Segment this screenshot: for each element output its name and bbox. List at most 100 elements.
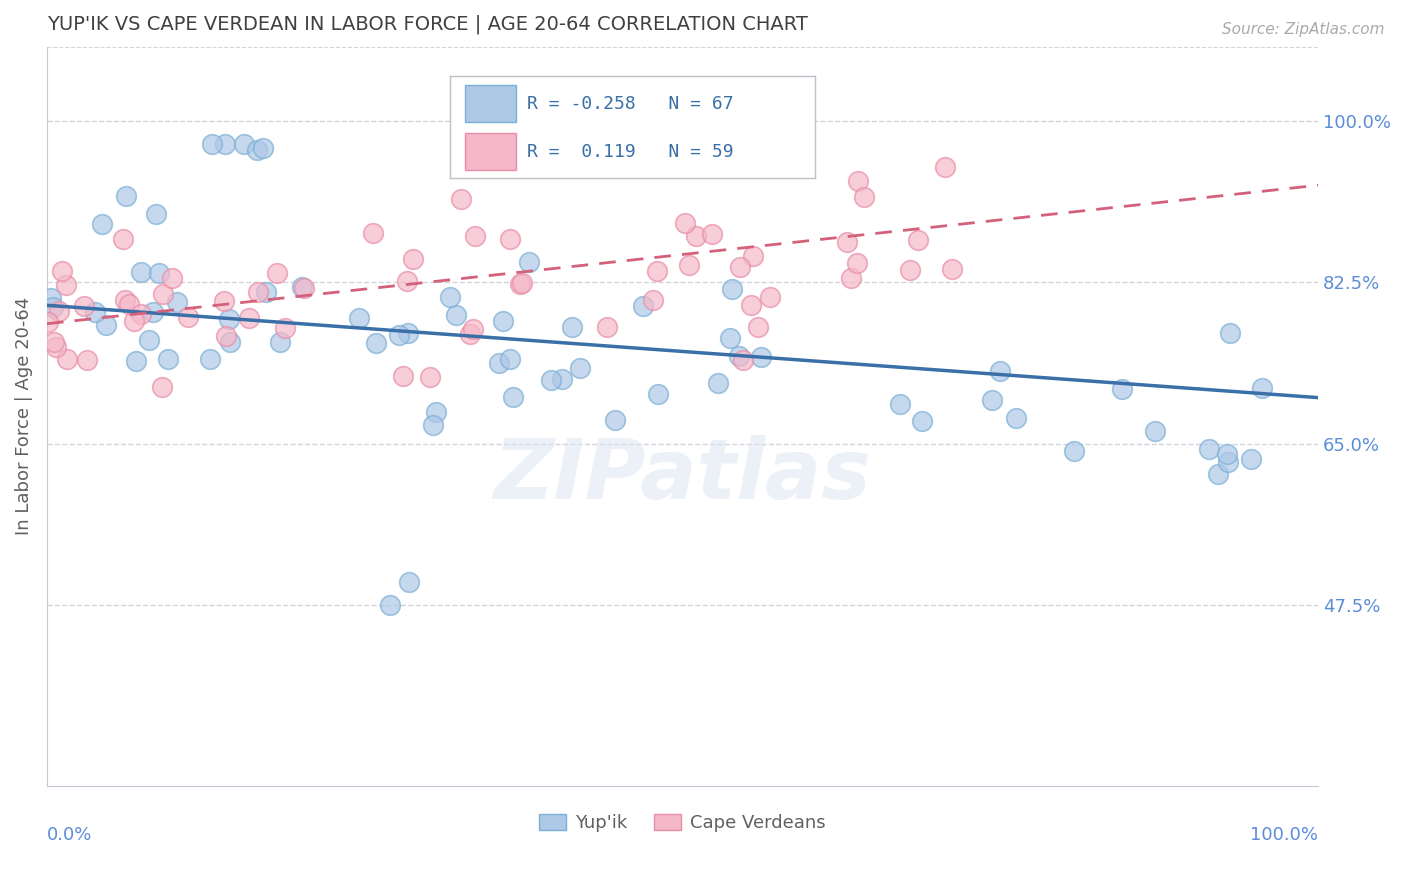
Text: 100.0%: 100.0% [1250, 826, 1319, 844]
Point [707, 376, 730, 390]
Point [145, 207, 167, 221]
Point [889, 397, 911, 411]
Point [837, 235, 859, 249]
Point [461, 322, 484, 336]
Point [645, 264, 668, 278]
Point [733, 352, 755, 367]
Point [124, 314, 146, 328]
Point [157, 352, 180, 367]
Point [700, 227, 723, 241]
Text: ZIPatlas: ZIPatlas [494, 434, 872, 516]
Bar [464, 133, 516, 170]
Point [425, 405, 447, 419]
Point [124, 354, 146, 368]
Point [291, 280, 314, 294]
Point [129, 307, 152, 321]
Point [853, 190, 876, 204]
Point [366, 335, 388, 350]
Point [398, 575, 420, 590]
Point [198, 352, 221, 367]
Point [517, 255, 540, 269]
Bar [464, 85, 516, 122]
Point [48, 304, 70, 318]
Point [568, 361, 591, 376]
Point [402, 252, 425, 266]
Point [419, 369, 441, 384]
Point [361, 226, 384, 240]
Point [1250, 381, 1272, 395]
Point [378, 599, 401, 613]
Point [42, 334, 65, 349]
Point [37, 315, 59, 329]
Point [266, 267, 288, 281]
Point [96, 318, 118, 332]
Point [274, 321, 297, 335]
Point [718, 331, 741, 345]
Point [252, 141, 274, 155]
Point [839, 271, 862, 285]
Point [396, 326, 419, 340]
Point [51, 264, 73, 278]
Point [740, 298, 762, 312]
Point [499, 351, 522, 366]
Point [742, 249, 765, 263]
Point [232, 136, 254, 151]
Legend: Yup'ik, Cape Verdeans: Yup'ik, Cape Verdeans [531, 806, 834, 839]
Point [900, 263, 922, 277]
Point [561, 319, 583, 334]
Point [1215, 447, 1237, 461]
Point [55, 352, 77, 367]
Point [911, 415, 934, 429]
Point [45, 340, 67, 354]
Point [603, 412, 626, 426]
Y-axis label: In Labor Force | Age 20-64: In Labor Force | Age 20-64 [15, 297, 32, 535]
Point [392, 368, 415, 383]
Point [254, 285, 277, 300]
Point [76, 352, 98, 367]
Point [129, 265, 152, 279]
Point [142, 305, 165, 319]
Point [1063, 443, 1085, 458]
Point [114, 293, 136, 308]
Point [166, 295, 188, 310]
Point [1144, 425, 1167, 439]
Point [247, 285, 270, 300]
Point [1218, 326, 1240, 340]
Point [980, 392, 1002, 407]
Point [152, 286, 174, 301]
Point [509, 277, 531, 291]
Point [396, 274, 419, 288]
Point [388, 327, 411, 342]
Point [907, 233, 929, 247]
Point [83, 305, 105, 319]
Point [728, 349, 751, 363]
Point [747, 320, 769, 334]
Point [450, 192, 472, 206]
Point [685, 229, 707, 244]
Point [458, 326, 481, 341]
Point [148, 266, 170, 280]
Point [439, 290, 461, 304]
Point [177, 310, 200, 325]
Point [238, 311, 260, 326]
Point [846, 174, 869, 188]
Point [673, 216, 696, 230]
Point [1004, 411, 1026, 425]
Point [150, 379, 173, 393]
Point [488, 356, 510, 370]
Point [464, 228, 486, 243]
Point [758, 290, 780, 304]
Point [73, 299, 96, 313]
Point [1198, 442, 1220, 457]
Point [678, 258, 700, 272]
Point [596, 320, 619, 334]
Point [212, 294, 235, 309]
Point [112, 232, 135, 246]
Point [55, 277, 77, 292]
Point [720, 282, 742, 296]
Point [446, 308, 468, 322]
Point [422, 418, 444, 433]
Point [845, 256, 868, 270]
Point [512, 276, 534, 290]
Point [214, 136, 236, 151]
